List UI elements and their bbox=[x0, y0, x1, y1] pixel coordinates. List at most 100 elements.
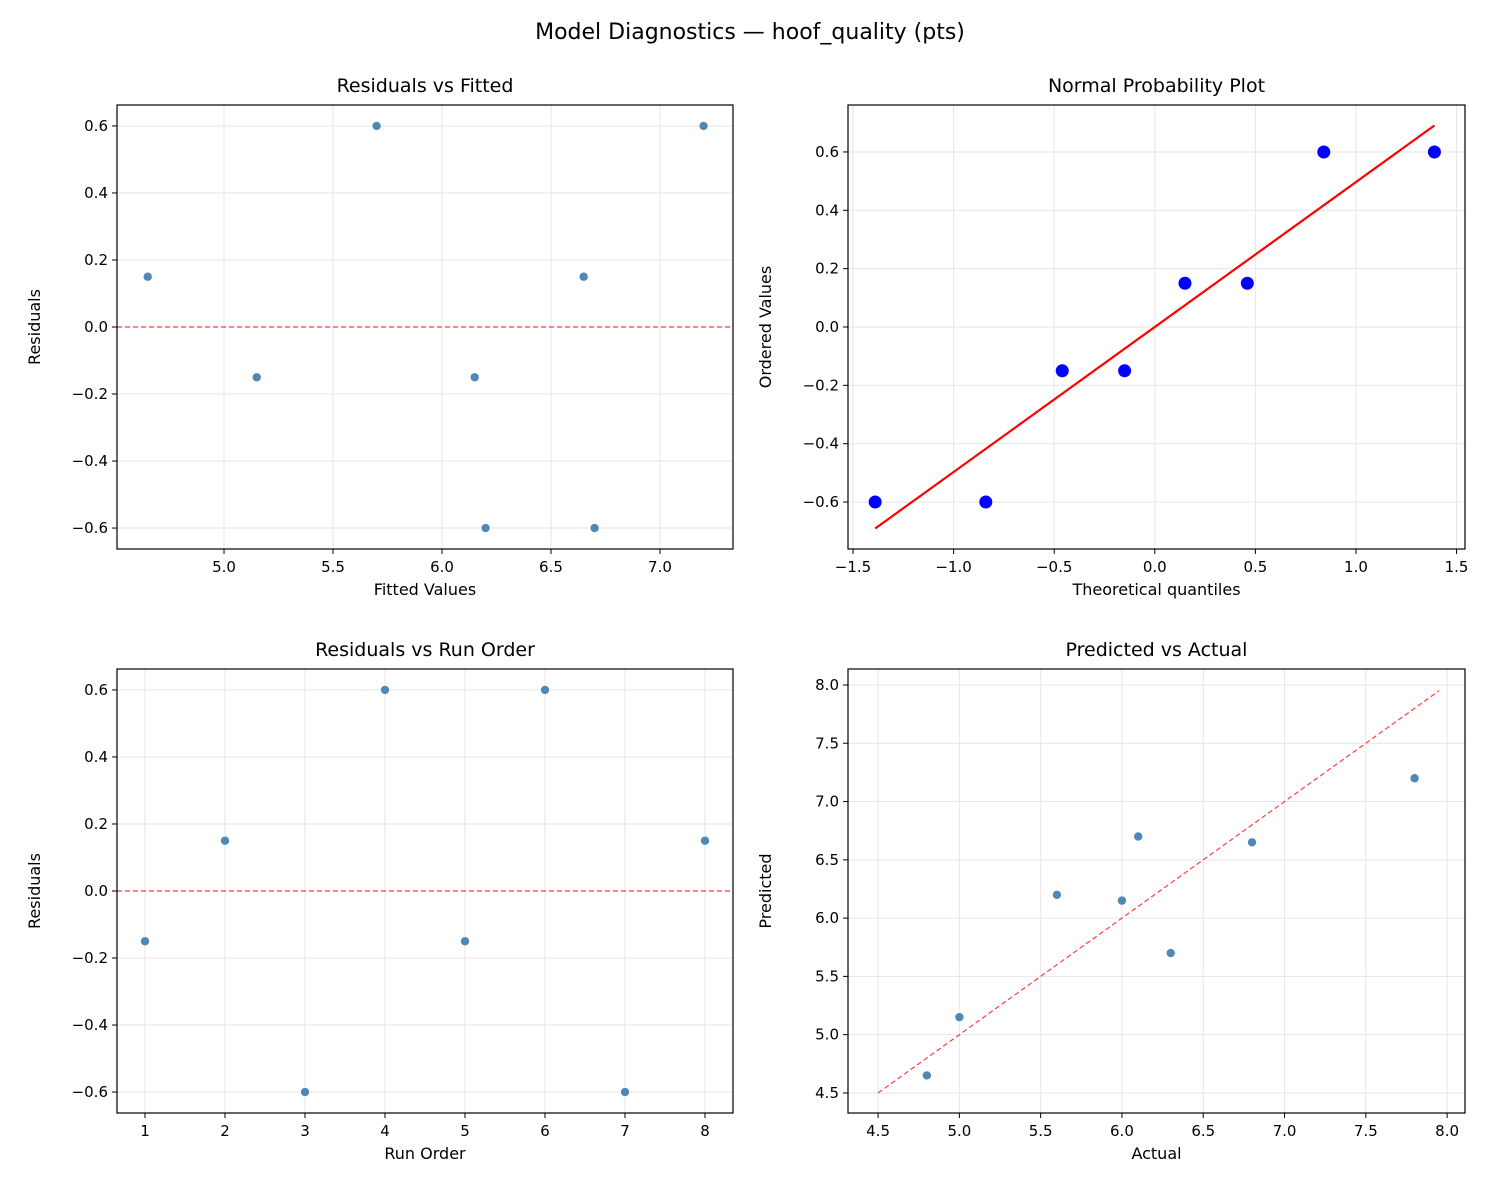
y-tick-label: −0.6 bbox=[72, 1083, 108, 1101]
x-tick-label: 5.5 bbox=[321, 558, 345, 576]
y-tick-label: 5.5 bbox=[815, 967, 839, 985]
y-tick-label: 0.4 bbox=[84, 184, 108, 202]
y-tick-label: 0.2 bbox=[84, 251, 108, 269]
y-axis-label: Residuals bbox=[25, 289, 44, 365]
data-point bbox=[220, 835, 230, 846]
x-tick-label: 6.0 bbox=[1110, 1122, 1134, 1140]
x-tick-label: 7.0 bbox=[1273, 1122, 1297, 1140]
y-tick-label: 8.0 bbox=[815, 676, 839, 694]
subplot-title: Normal Probability Plot bbox=[1048, 75, 1265, 97]
subplot-4: 4.5 5.0 5.5 6.0 6.5 7.0 7.5 8.0 4.5 5.0 5.5 6.0 6.5 7… bbox=[756, 639, 1466, 1163]
data-point bbox=[540, 685, 550, 695]
data-point bbox=[698, 121, 709, 131]
data-point bbox=[1409, 773, 1420, 784]
data-point bbox=[460, 936, 470, 947]
x-tick-label: 6.0 bbox=[430, 558, 454, 576]
qq-point bbox=[1118, 364, 1132, 378]
data-point bbox=[620, 1087, 630, 1097]
y-tick-label: −0.4 bbox=[803, 435, 839, 453]
y-tick-label: 0.0 bbox=[84, 882, 108, 900]
x-tick-label: 4 bbox=[380, 1122, 390, 1140]
x-tick-label: 5.0 bbox=[212, 558, 236, 576]
y-tick-label: −0.4 bbox=[72, 452, 108, 470]
subplot-title: Residuals vs Run Order bbox=[315, 639, 535, 661]
x-tick-label: 7 bbox=[620, 1122, 630, 1140]
y-tick-label: 6.5 bbox=[815, 851, 839, 869]
axes-frame bbox=[847, 104, 1466, 550]
x-tick-label: 3 bbox=[300, 1122, 310, 1140]
axes-frame bbox=[116, 104, 734, 550]
qq-point bbox=[1317, 145, 1331, 159]
data-point bbox=[1052, 889, 1062, 900]
data-point bbox=[578, 271, 589, 282]
qq-point bbox=[1178, 276, 1192, 290]
x-tick-label: 7.5 bbox=[1354, 1122, 1378, 1140]
x-tick-label: −1.0 bbox=[935, 558, 971, 576]
x-tick-label: −0.5 bbox=[1036, 558, 1072, 576]
y-tick-label: 0.6 bbox=[84, 117, 108, 135]
y-tick-label: 0.4 bbox=[84, 748, 108, 766]
y-tick-label: −0.2 bbox=[72, 949, 108, 967]
y-tick-label: −0.6 bbox=[803, 493, 839, 511]
x-tick-label: −1.5 bbox=[835, 558, 871, 576]
y-tick-label: 0.0 bbox=[84, 318, 108, 336]
data-point bbox=[469, 372, 480, 383]
subplot-3: 1 2 3 4 5 6 7 8 −0.6 −0.4 −0.2 0.0 0.2 0.4 0.6 Residual… bbox=[25, 639, 734, 1163]
x-axis-label: Fitted Values bbox=[374, 580, 476, 599]
y-tick-label: −0.2 bbox=[72, 385, 108, 403]
y-tick-label: 0.4 bbox=[815, 201, 839, 219]
data-point bbox=[954, 1012, 965, 1022]
subplot-title: Residuals vs Fitted bbox=[337, 75, 514, 97]
figure-title: Model Diagnostics — hoof_quality (pts) bbox=[535, 20, 965, 45]
y-tick-label: 5.0 bbox=[815, 1026, 839, 1044]
y-tick-label: −0.6 bbox=[72, 519, 108, 537]
qq-point bbox=[868, 495, 882, 509]
x-tick-label: 8 bbox=[700, 1122, 710, 1140]
x-tick-label: 7.0 bbox=[648, 558, 672, 576]
y-axis-label: Predicted bbox=[756, 853, 775, 928]
y-tick-label: −0.4 bbox=[72, 1016, 108, 1034]
x-axis-label: Actual bbox=[1131, 1144, 1181, 1163]
qq-point bbox=[979, 495, 993, 509]
x-tick-label: 6.5 bbox=[1191, 1122, 1215, 1140]
x-tick-label: 6 bbox=[540, 1122, 550, 1140]
y-axis-label: Ordered Values bbox=[756, 266, 775, 388]
data-point bbox=[922, 1070, 932, 1081]
data-point bbox=[700, 835, 710, 846]
y-tick-label: 4.5 bbox=[815, 1084, 839, 1102]
y-tick-label: 0.0 bbox=[815, 318, 839, 336]
data-point bbox=[589, 523, 600, 533]
x-tick-label: 5.5 bbox=[1029, 1122, 1053, 1140]
data-point bbox=[251, 372, 262, 383]
data-point bbox=[371, 121, 382, 131]
qq-point bbox=[1427, 145, 1441, 159]
y-tick-label: 7.0 bbox=[815, 793, 839, 811]
x-tick-label: 1.0 bbox=[1344, 558, 1368, 576]
x-axis-label: Theoretical quantiles bbox=[1071, 580, 1240, 599]
x-tick-label: 0.0 bbox=[1143, 558, 1167, 576]
data-point bbox=[1165, 948, 1176, 958]
x-tick-label: 8.0 bbox=[1435, 1122, 1459, 1140]
subplot-title: Predicted vs Actual bbox=[1066, 639, 1248, 661]
y-axis-label: Residuals bbox=[25, 853, 44, 929]
subplot-2: −1.5 −1.0 −0.5 0.0 0.5 1.0 1.5 −0.6 −0.4 −0.2 0.0 0… bbox=[756, 75, 1468, 599]
x-tick-label: 5.0 bbox=[947, 1122, 971, 1140]
y-tick-label: 0.2 bbox=[84, 815, 108, 833]
identity-reference-line bbox=[877, 690, 1440, 1094]
data-point bbox=[142, 271, 153, 282]
data-point bbox=[1117, 895, 1127, 906]
data-point bbox=[1133, 831, 1144, 842]
x-axis-label: Run Order bbox=[384, 1144, 466, 1163]
qq-fit-line bbox=[874, 124, 1436, 530]
x-tick-label: 0.5 bbox=[1243, 558, 1267, 576]
qq-point bbox=[1055, 364, 1069, 378]
data-point bbox=[380, 685, 390, 695]
data-point bbox=[480, 523, 491, 533]
data-point bbox=[140, 936, 150, 947]
y-tick-label: −0.2 bbox=[803, 376, 839, 394]
qq-point bbox=[1240, 276, 1254, 290]
y-tick-label: 0.6 bbox=[84, 681, 108, 699]
x-tick-label: 6.5 bbox=[539, 558, 563, 576]
x-tick-label: 1.5 bbox=[1445, 558, 1469, 576]
